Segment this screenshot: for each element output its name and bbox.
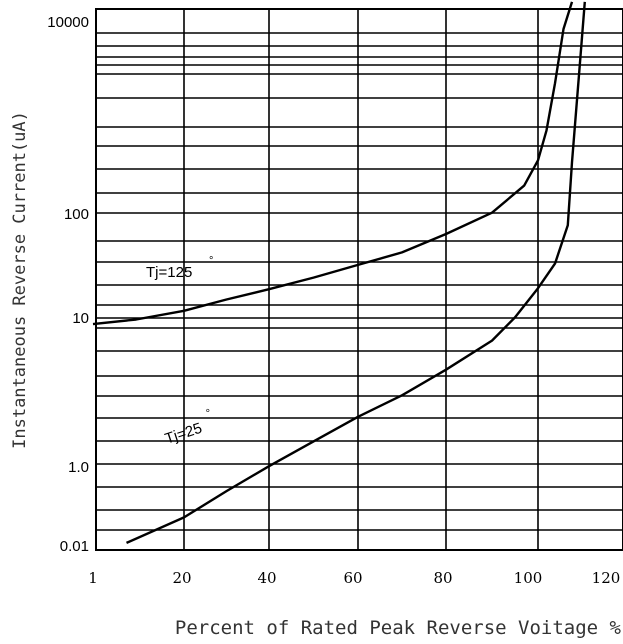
x-tick-label-2: 40 — [257, 569, 276, 587]
y-tick-label-1: 100 — [64, 206, 89, 223]
plot-frame — [95, 8, 623, 551]
anno-tj125-degree: ° — [209, 255, 213, 267]
y-tick-label-4: 0.01 — [60, 538, 89, 555]
y-tick-label-3: 1.0 — [68, 459, 89, 476]
x-axis-label: Percent of Rated Peak Reverse Voitage % — [175, 617, 622, 639]
x-tick-label-4: 80 — [433, 569, 452, 587]
x-tick-label-6: 120 — [592, 569, 621, 587]
y-tick-label-2: 10 — [72, 310, 89, 327]
x-tick-label-3: 60 — [343, 569, 362, 587]
grid — [96, 9, 623, 550]
y-tick-labels: 10000 100 10 1.0 0.01 — [47, 14, 89, 555]
x-tick-labels: 1 20 40 60 80 100 120 — [88, 569, 620, 587]
anno-tj125: Tj=125 — [146, 264, 192, 281]
series-line-1 — [126, 1, 586, 544]
curves — [92, 1, 586, 544]
y-axis-label: Instantaneous Reverse Current(uA) — [10, 111, 30, 449]
series-line-0 — [92, 1, 574, 326]
x-tick-label-5: 100 — [514, 569, 543, 587]
anno-tj25-degree: ° — [205, 407, 213, 420]
x-tick-label-1: 20 — [172, 569, 191, 587]
y-tick-label-0: 10000 — [47, 14, 89, 31]
x-tick-label-0: 1 — [88, 569, 98, 587]
